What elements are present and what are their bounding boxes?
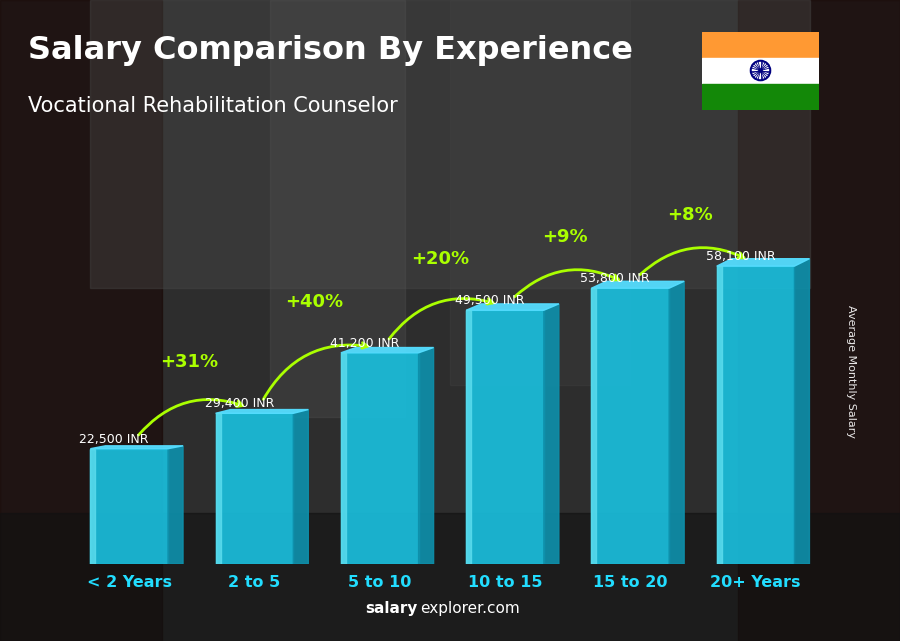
Bar	[0, 513, 900, 641]
Text: salary: salary	[365, 601, 418, 617]
Text: +31%: +31%	[160, 353, 219, 371]
Text: 41,200 INR: 41,200 INR	[330, 337, 400, 350]
Polygon shape	[466, 310, 472, 564]
Bar	[702, 31, 819, 58]
Polygon shape	[168, 446, 183, 564]
Polygon shape	[216, 413, 293, 564]
Bar	[450, 0, 630, 385]
Polygon shape	[90, 446, 183, 449]
Polygon shape	[716, 259, 809, 266]
Polygon shape	[466, 310, 544, 564]
Polygon shape	[466, 304, 559, 310]
Bar	[0, 0, 162, 641]
Text: 58,100 INR: 58,100 INR	[706, 250, 775, 263]
Polygon shape	[341, 353, 346, 564]
Circle shape	[759, 69, 762, 72]
Polygon shape	[293, 410, 309, 564]
Polygon shape	[90, 449, 168, 564]
Polygon shape	[90, 449, 95, 564]
Polygon shape	[795, 259, 809, 564]
Text: +9%: +9%	[543, 228, 588, 246]
Text: 22,500 INR: 22,500 INR	[79, 433, 148, 445]
Text: 49,500 INR: 49,500 INR	[455, 294, 525, 307]
Polygon shape	[591, 281, 684, 288]
Bar	[90, 0, 810, 288]
Polygon shape	[544, 304, 559, 564]
Polygon shape	[591, 288, 597, 564]
Text: +8%: +8%	[668, 206, 714, 224]
Bar	[702, 58, 819, 83]
Text: Average Monthly Salary: Average Monthly Salary	[845, 305, 856, 438]
Text: Vocational Rehabilitation Counselor: Vocational Rehabilitation Counselor	[28, 96, 398, 116]
Text: explorer.com: explorer.com	[420, 601, 520, 617]
Text: 53,800 INR: 53,800 INR	[580, 272, 650, 285]
Polygon shape	[341, 353, 419, 564]
Text: +40%: +40%	[285, 292, 344, 310]
Polygon shape	[216, 413, 220, 564]
Text: +20%: +20%	[410, 250, 469, 268]
Bar	[270, 0, 405, 417]
Polygon shape	[716, 266, 722, 564]
Polygon shape	[716, 266, 795, 564]
Polygon shape	[669, 281, 684, 564]
Text: Salary Comparison By Experience: Salary Comparison By Experience	[28, 35, 633, 66]
Polygon shape	[591, 288, 669, 564]
Text: 29,400 INR: 29,400 INR	[204, 397, 274, 410]
Bar	[702, 83, 819, 110]
Bar	[738, 0, 900, 641]
Polygon shape	[418, 347, 434, 564]
Polygon shape	[341, 347, 434, 353]
Polygon shape	[216, 410, 309, 413]
